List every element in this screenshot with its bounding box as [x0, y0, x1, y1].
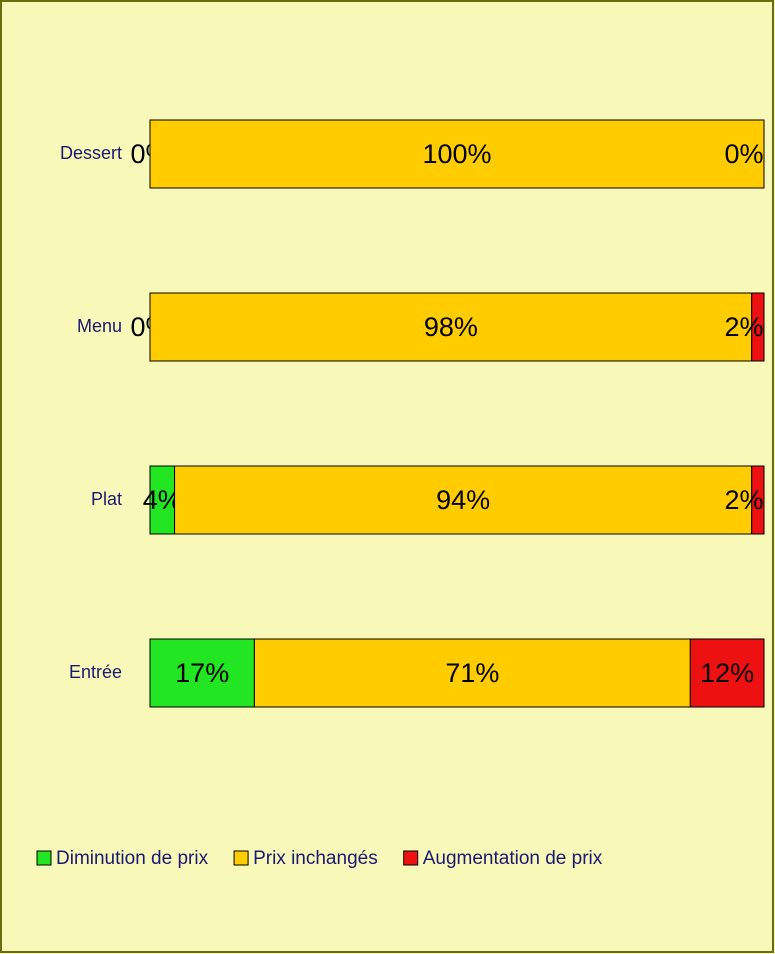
value-label: 71% [445, 658, 499, 688]
legend-swatch [36, 850, 52, 866]
bar-segment [149, 465, 176, 535]
value-label: 98% [424, 312, 478, 342]
bar-segment [751, 465, 765, 535]
value-label: 17% [175, 658, 229, 688]
bar-segment [689, 638, 765, 708]
category-label: Entrée [69, 662, 122, 682]
legend-swatch [403, 850, 419, 866]
bar-segment [149, 292, 753, 362]
value-label: 94% [436, 485, 490, 515]
value-label: 2% [724, 312, 763, 342]
bar-segment [174, 465, 753, 535]
legend-label: Augmentation de prix [423, 848, 603, 869]
value-label: 0% [724, 139, 763, 169]
category-label: Menu [77, 316, 122, 336]
category-label: Dessert [60, 143, 122, 163]
value-label: 2% [724, 485, 763, 515]
category-label: Plat [91, 489, 122, 509]
bar-segment [751, 292, 765, 362]
bar-segment [253, 638, 691, 708]
legend-label: Prix inchangés [253, 848, 378, 869]
legend-label: Diminution de prix [56, 848, 209, 869]
value-label: 100% [422, 139, 491, 169]
bar-segment [149, 119, 765, 189]
value-label: 12% [700, 658, 754, 688]
legend-swatch [233, 850, 249, 866]
bar-segment [149, 638, 255, 708]
